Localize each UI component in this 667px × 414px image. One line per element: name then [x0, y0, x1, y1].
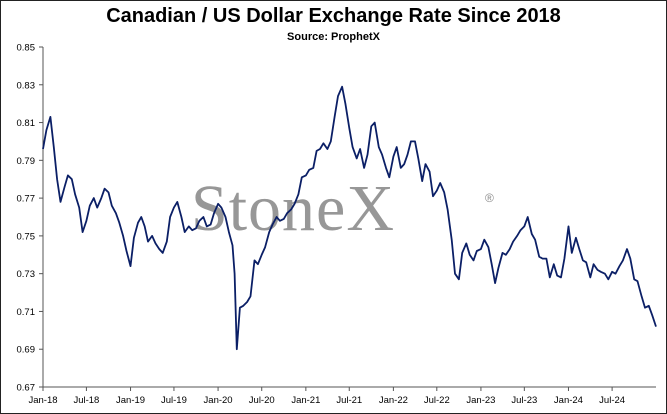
x-tick-label: Jul-21	[336, 395, 362, 406]
x-tick-label: Jan-22	[379, 395, 408, 406]
x-tick-label: Jan-23	[466, 395, 495, 406]
y-tick-label: 0.85	[17, 43, 36, 54]
series-group	[42, 85, 657, 351]
axes	[42, 47, 656, 388]
y-tick-label: 0.79	[17, 156, 36, 167]
x-tick-label: Jan-19	[116, 395, 145, 406]
y-tick-label: 0.71	[17, 307, 36, 318]
x-tick-label: Jul-18	[73, 395, 99, 406]
y-tick-label: 0.73	[17, 269, 36, 280]
chart-subtitle: Source: ProphetX	[287, 31, 380, 43]
x-tick-label: Jul-20	[249, 395, 275, 406]
registered-mark: ®	[485, 191, 494, 205]
x-tick-label: Jul-23	[511, 395, 537, 406]
y-axis-ticks: 0.85 0.83 0.81 0.79 0.77 0.75 0.73 0.71 0.69 0.67	[17, 43, 43, 394]
y-tick-label: 0.69	[17, 345, 36, 356]
x-tick-label: Jul-24	[599, 395, 625, 406]
x-tick-label: Jul-22	[424, 395, 450, 406]
series-line-0	[42, 85, 657, 351]
y-tick-label: 0.67	[17, 383, 36, 394]
x-tick-label: Jul-19	[161, 395, 187, 406]
y-tick-label: 0.83	[17, 80, 36, 91]
x-tick-label: Jan-24	[554, 395, 583, 406]
chart-title: Canadian / US Dollar Exchange Rate Since…	[106, 5, 561, 27]
y-tick-label: 0.75	[17, 231, 36, 242]
x-tick-label: Jan-18	[28, 395, 57, 406]
x-axis-ticks: Jan-18 Jul-18 Jan-19 Jul-19 Jan-20 Jul-20 Jan-…	[28, 387, 625, 406]
x-tick-label: Jan-21	[291, 395, 320, 406]
y-tick-label: 0.77	[17, 194, 36, 205]
y-tick-label: 0.81	[17, 118, 36, 129]
x-tick-label: Jan-20	[204, 395, 233, 406]
